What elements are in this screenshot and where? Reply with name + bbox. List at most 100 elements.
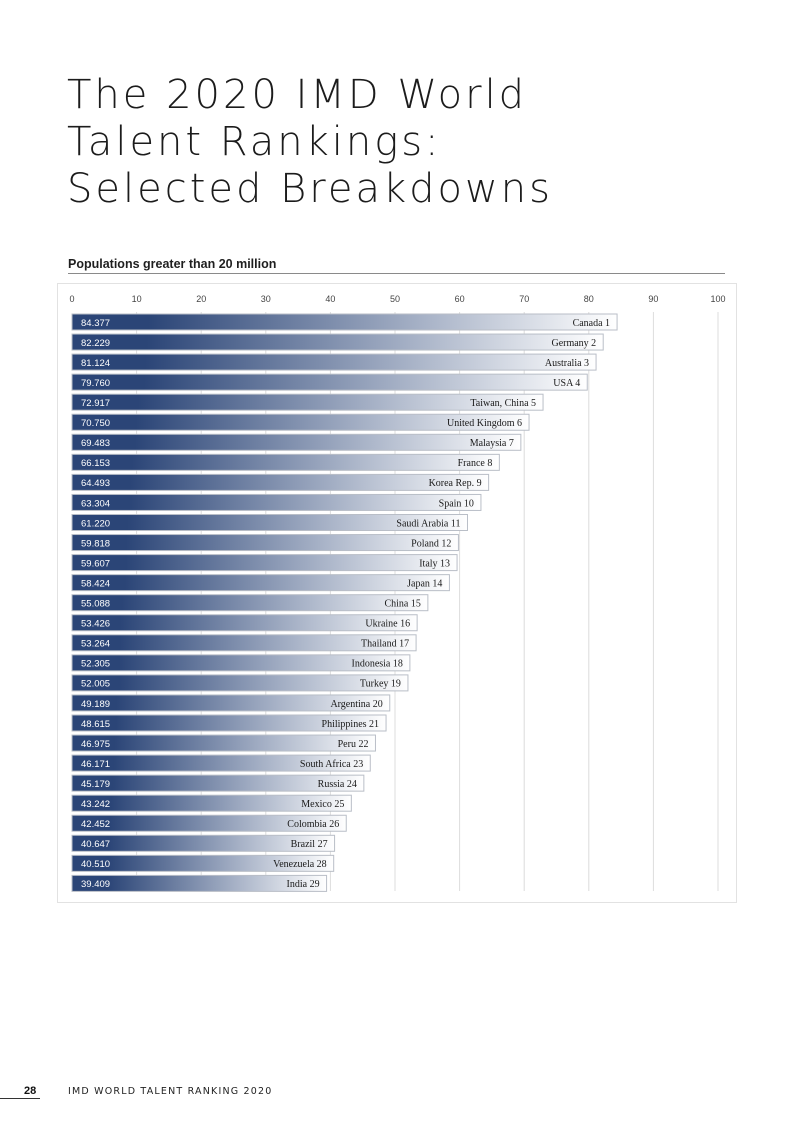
bar bbox=[71, 874, 328, 892]
bar-category-label: Russia 24 bbox=[318, 779, 357, 790]
bar-value-label: 59.818 bbox=[81, 538, 110, 549]
bar-value-label: 61.220 bbox=[81, 518, 110, 529]
chart-frame bbox=[57, 283, 737, 903]
bar bbox=[71, 634, 417, 652]
bar bbox=[71, 413, 530, 431]
x-tick-label: 20 bbox=[196, 294, 206, 304]
bar-category-label: Thailand 17 bbox=[361, 639, 409, 650]
bar-value-label: 53.264 bbox=[81, 639, 110, 650]
bar bbox=[71, 614, 418, 632]
bar-value-label: 40.510 bbox=[81, 859, 110, 870]
bar bbox=[71, 774, 365, 792]
bar-category-label: Turkey 19 bbox=[360, 679, 401, 690]
bar bbox=[71, 373, 588, 391]
bar-value-label: 52.005 bbox=[81, 679, 110, 690]
x-tick-label: 30 bbox=[261, 294, 271, 304]
bar-row: 82.229 Germany 2 bbox=[71, 333, 604, 351]
bar-row: 40.510 Venezuela 28 bbox=[71, 854, 335, 872]
bar-value-label: 84.377 bbox=[81, 318, 110, 329]
bar-category-label: USA 4 bbox=[553, 378, 580, 389]
bar-value-label: 52.305 bbox=[81, 659, 110, 670]
bar-value-label: 63.304 bbox=[81, 498, 110, 509]
bar-category-label: Venezuela 28 bbox=[273, 859, 327, 870]
footer-publication-title: IMD WORLD TALENT RANKING 2020 bbox=[68, 1086, 273, 1097]
bar-row: 53.426 Ukraine 16 bbox=[71, 614, 418, 632]
bar-value-label: 46.975 bbox=[81, 739, 110, 750]
bar-row: 66.153 France 8 bbox=[71, 453, 500, 471]
bar bbox=[71, 754, 371, 772]
bar-value-label: 43.242 bbox=[81, 799, 110, 810]
bar bbox=[71, 313, 618, 331]
bar-row: 42.452 Colombia 26 bbox=[71, 814, 347, 832]
bar-category-label: Peru 22 bbox=[338, 739, 369, 750]
bar-row: 70.750 United Kingdom 6 bbox=[71, 413, 530, 431]
page-title: The 2020 IMD World Talent Rankings: Sele… bbox=[67, 72, 717, 213]
bar-category-label: Japan 14 bbox=[407, 578, 442, 589]
x-tick-label: 10 bbox=[132, 294, 142, 304]
bar-value-label: 66.153 bbox=[81, 458, 110, 469]
bar bbox=[71, 714, 387, 732]
bar-category-label: Philippines 21 bbox=[322, 719, 380, 730]
bar-value-label: 72.917 bbox=[81, 398, 110, 409]
bar-row: 45.179 Russia 24 bbox=[71, 774, 365, 792]
bar-row: 64.493 Korea Rep. 9 bbox=[71, 473, 490, 491]
page-title-line-3: Selected Breakdowns bbox=[67, 166, 553, 212]
bar-row: 61.220 Saudi Arabia 11 bbox=[71, 514, 468, 531]
bar-row: 49.189 Argentina 20 bbox=[71, 694, 391, 712]
bar-category-label: Mexico 25 bbox=[301, 799, 344, 810]
bar-value-label: 53.426 bbox=[81, 619, 110, 630]
bar-row: 46.171 South Africa 23 bbox=[71, 754, 371, 772]
bar-value-label: 58.424 bbox=[81, 578, 110, 589]
bar-row: 63.304 Spain 10 bbox=[71, 493, 482, 511]
bar-row: 39.409 India 29 bbox=[71, 874, 328, 892]
bar bbox=[71, 333, 604, 351]
x-tick-label: 50 bbox=[390, 294, 400, 304]
bar-category-label: Indonesia 18 bbox=[351, 659, 402, 670]
x-tick-label: 70 bbox=[519, 294, 529, 304]
bar-value-label: 40.647 bbox=[81, 839, 110, 850]
bar-row: 58.424 Japan 14 bbox=[71, 574, 450, 592]
bar-row: 46.975 Peru 22 bbox=[71, 734, 376, 752]
footer-divider bbox=[0, 1098, 40, 1099]
bar-value-label: 59.607 bbox=[81, 558, 110, 569]
bar bbox=[71, 854, 335, 872]
bar bbox=[71, 473, 490, 491]
bar-value-label: 69.483 bbox=[81, 438, 110, 449]
bar bbox=[71, 493, 482, 511]
bar-category-label: South Africa 23 bbox=[300, 759, 363, 770]
bar-row: 40.647 Brazil 27 bbox=[71, 834, 336, 852]
bar-row: 43.242 Mexico 25 bbox=[71, 794, 352, 812]
bar-value-label: 79.760 bbox=[81, 378, 110, 389]
bar bbox=[71, 594, 429, 612]
bar-value-label: 49.189 bbox=[81, 699, 110, 710]
bar-category-label: Italy 13 bbox=[419, 558, 450, 569]
x-tick-label: 40 bbox=[325, 294, 335, 304]
bar-value-label: 81.124 bbox=[81, 358, 110, 369]
x-tick-label: 90 bbox=[648, 294, 658, 304]
x-tick-label: 60 bbox=[455, 294, 465, 304]
bar-category-label: Ukraine 16 bbox=[365, 619, 410, 630]
bar-row: 59.607 Italy 13 bbox=[71, 554, 458, 572]
bar-category-label: Canada 1 bbox=[573, 318, 611, 329]
bar bbox=[71, 453, 500, 471]
chart-title: Populations greater than 20 million bbox=[68, 257, 725, 274]
bar bbox=[71, 694, 391, 712]
bar-value-label: 64.493 bbox=[81, 478, 110, 489]
bar-category-label: Colombia 26 bbox=[287, 819, 339, 830]
bar-category-label: Taiwan, China 5 bbox=[470, 398, 536, 409]
bar-category-label: Poland 12 bbox=[411, 538, 451, 549]
bar-category-label: Korea Rep. 9 bbox=[429, 478, 482, 489]
bar-row: 69.483 Malaysia 7 bbox=[71, 433, 522, 451]
bar-category-label: Argentina 20 bbox=[330, 699, 382, 710]
bar-category-label: Spain 10 bbox=[439, 498, 474, 509]
bar-category-label: Germany 2 bbox=[551, 338, 596, 349]
bar bbox=[71, 794, 352, 812]
bar-category-label: China 15 bbox=[384, 599, 420, 610]
bar-row: 52.305 Indonesia 18 bbox=[71, 654, 411, 672]
bar-row: 81.124 Australia 3 bbox=[71, 353, 597, 371]
bar-category-label: France 8 bbox=[458, 458, 493, 469]
bar bbox=[71, 814, 347, 832]
bar-row: 79.760 USA 4 bbox=[71, 373, 588, 391]
bar-category-label: United Kingdom 6 bbox=[447, 418, 522, 429]
